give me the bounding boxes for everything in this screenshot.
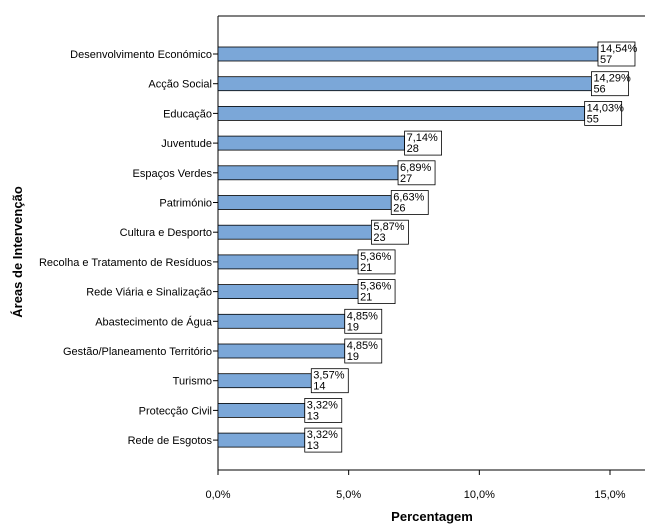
category-label: Gestão/Planeamento Território (63, 346, 212, 358)
data-label-box (591, 71, 629, 97)
bar (217, 165, 399, 181)
data-label-box (344, 338, 383, 364)
x-axis-title: Percentagem (391, 509, 473, 524)
x-tick-label: 5,0% (336, 489, 361, 501)
data-label-count: 56 (593, 84, 605, 96)
x-tick-label: 10,0% (464, 489, 495, 501)
data-label-percent: 4,85% (347, 310, 378, 322)
data-label-count: 19 (347, 351, 359, 363)
data-label-percent: 14,54% (600, 43, 638, 55)
data-label-box (371, 219, 409, 245)
data-label-percent: 3,57% (313, 370, 344, 382)
data-label-count: 28 (407, 143, 419, 155)
category-label: Património (159, 198, 212, 210)
category-label: Rede de Esgotos (128, 435, 213, 447)
data-label-box (357, 249, 396, 275)
data-label-percent: 4,85% (347, 340, 378, 352)
category-label: Desenvolvimento Económico (70, 49, 212, 61)
data-label-count: 13 (307, 440, 319, 452)
data-label-percent: 6,63% (393, 192, 424, 204)
bar (217, 402, 306, 418)
category-label: Acção Social (148, 79, 212, 91)
data-label-count: 19 (347, 321, 359, 333)
bar (217, 313, 346, 329)
bar (217, 373, 312, 389)
data-label-percent: 5,36% (360, 281, 391, 293)
category-label: Recolha e Tratamento de Resíduos (39, 257, 213, 269)
data-label-count: 57 (600, 54, 612, 66)
data-label-box (584, 101, 623, 126)
data-label-box (344, 308, 383, 334)
data-label-count: 55 (587, 113, 599, 125)
data-label-box (397, 160, 436, 186)
bar (217, 432, 306, 448)
x-ticks-group: 0,0% 5,0% 10,0% 15,0% (205, 470, 626, 501)
bars-group: Desenvolvimento Económico 14,54%57 Acção S… (39, 41, 638, 453)
category-label: Juventude (161, 138, 212, 150)
data-label-count: 27 (400, 173, 412, 185)
data-label-percent: 14,03% (587, 102, 625, 114)
data-label-box (304, 427, 343, 453)
bar (217, 46, 599, 62)
bar (217, 343, 346, 359)
data-label-box (404, 130, 442, 156)
category-label: Espaços Verdes (133, 168, 213, 180)
chart-axes (217, 15, 645, 471)
data-label-box (304, 397, 343, 423)
category-label: Educação (163, 108, 212, 120)
data-label-box (357, 279, 396, 305)
category-label: Rede Viária e Sinalização (86, 287, 212, 299)
data-label-percent: 5,87% (373, 221, 404, 233)
bar (217, 195, 392, 210)
bar (217, 254, 359, 270)
data-label-count: 21 (360, 292, 372, 304)
category-label: Abastecimento de Água (95, 315, 213, 328)
x-tick-label: 15,0% (594, 489, 625, 501)
data-label-count: 13 (307, 410, 319, 422)
data-label-count: 14 (313, 381, 325, 393)
data-label-percent: 5,36% (360, 251, 391, 263)
bar (217, 224, 372, 240)
bar (217, 135, 405, 151)
data-label-percent: 3,32% (307, 429, 338, 441)
data-label-count: 26 (393, 203, 405, 215)
bar (217, 76, 592, 92)
data-label-percent: 7,14% (407, 132, 438, 144)
category-label: Turismo (173, 376, 212, 388)
bar (217, 106, 586, 121)
y-axis-title: Áreas de Intervenção (10, 186, 25, 318)
x-tick-label: 0,0% (205, 489, 230, 501)
category-label: Cultura e Desporto (120, 227, 212, 239)
data-label-box (597, 41, 636, 67)
data-label-box (390, 190, 429, 215)
data-label-box (310, 368, 349, 394)
bar (217, 284, 359, 300)
data-label-count: 21 (360, 262, 372, 274)
data-label-count: 23 (373, 232, 385, 244)
data-label-percent: 6,89% (400, 162, 431, 174)
data-label-percent: 14,29% (593, 73, 631, 85)
category-label: Protecção Civil (139, 405, 212, 417)
data-label-percent: 3,32% (307, 399, 338, 411)
